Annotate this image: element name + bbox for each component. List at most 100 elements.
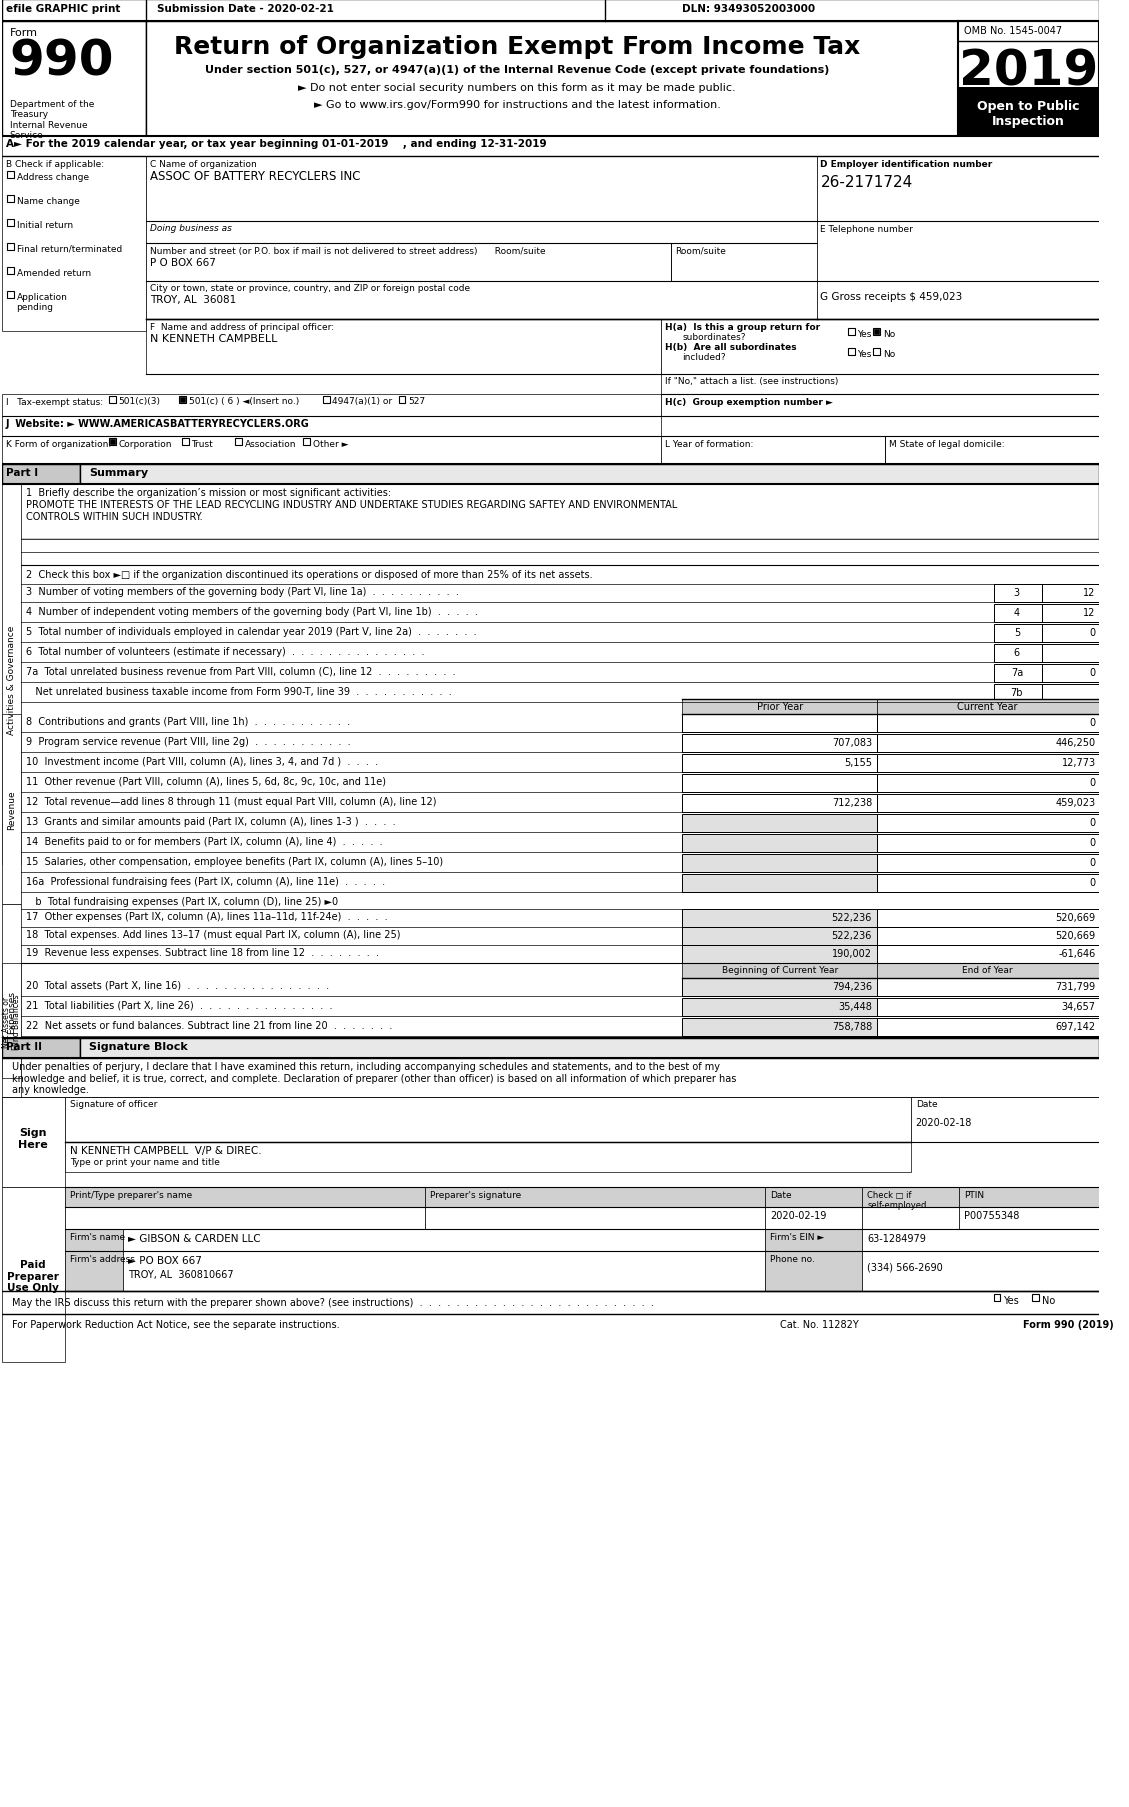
Bar (816, 282, 1100, 320)
Bar (863, 1207, 960, 1229)
Bar (7, 293, 14, 298)
Bar (108, 398, 115, 403)
Text: 3: 3 (1014, 587, 1019, 598)
Text: 10  Investment income (Part VIII, column (A), lines 3, 4, and 7d )  .  .  .  .: 10 Investment income (Part VIII, column … (26, 757, 378, 766)
Text: 21  Total liabilities (Part X, line 26)  .  .  .  .  .  .  .  .  .  .  .  .  .  : 21 Total liabilities (Part X, line 26) .… (26, 1001, 333, 1010)
Bar (682, 855, 877, 873)
Text: L Year of formation:: L Year of formation: (665, 439, 753, 448)
Bar (873, 329, 879, 336)
Text: Prior Year: Prior Year (756, 701, 803, 712)
Bar (877, 927, 1100, 945)
Bar (146, 222, 816, 244)
Text: End of Year: End of Year (962, 965, 1013, 974)
Bar (885, 437, 1100, 464)
Text: Trust: Trust (192, 439, 213, 448)
Text: N KENNETH CAMPBELL  V/P & DIREC.: N KENNETH CAMPBELL V/P & DIREC. (70, 1146, 262, 1155)
Bar (2, 0, 1100, 22)
Bar (2, 157, 146, 332)
Bar (2, 484, 21, 864)
Bar (80, 464, 1100, 484)
Text: Firm's name: Firm's name (70, 1232, 125, 1241)
Text: Preparer's signature: Preparer's signature (430, 1191, 520, 1200)
Text: PTIN: PTIN (964, 1191, 984, 1200)
Text: 0: 0 (1089, 667, 1095, 678)
Text: Yes: Yes (857, 331, 872, 340)
Text: ► GIBSON & CARDEN LLC: ► GIBSON & CARDEN LLC (129, 1234, 261, 1243)
Bar (178, 398, 185, 403)
Bar (2, 137, 1100, 157)
Bar (1042, 685, 1100, 703)
Text: DLN: 93493052003000: DLN: 93493052003000 (682, 4, 815, 14)
Text: Return of Organization Exempt From Income Tax: Return of Organization Exempt From Incom… (174, 34, 860, 60)
Text: 522,236: 522,236 (832, 931, 872, 940)
Text: 446,250: 446,250 (1056, 737, 1095, 748)
Bar (7, 244, 14, 251)
Text: (334) 566-2690: (334) 566-2690 (867, 1261, 943, 1272)
Bar (994, 645, 1042, 663)
Text: 19  Revenue less expenses. Subtract line 18 from line 12  .  .  .  .  .  .  .  .: 19 Revenue less expenses. Subtract line … (26, 947, 379, 958)
Bar (7, 195, 14, 202)
Bar (182, 439, 189, 446)
Text: 697,142: 697,142 (1056, 1021, 1095, 1032)
Text: PROMOTE THE INTERESTS OF THE LEAD RECYCLING INDUSTRY AND UNDERTAKE STUDIES REGAR: PROMOTE THE INTERESTS OF THE LEAD RECYCL… (26, 501, 677, 520)
Text: H(c)  Group exemption number ►: H(c) Group exemption number ► (665, 398, 833, 407)
Bar (2, 1097, 65, 1187)
Bar (671, 244, 816, 282)
Bar (877, 755, 1100, 773)
Bar (863, 1250, 1100, 1292)
Text: 4947(a)(1) or: 4947(a)(1) or (332, 398, 393, 407)
Text: 3  Number of voting members of the governing body (Part VI, line 1a)  .  .  .  .: 3 Number of voting members of the govern… (26, 587, 460, 596)
Text: P00755348: P00755348 (964, 1211, 1019, 1220)
Text: Amended return: Amended return (17, 269, 90, 278)
Text: 35,448: 35,448 (838, 1001, 872, 1012)
Bar (21, 484, 1100, 540)
Text: Print/Type preparer's name: Print/Type preparer's name (70, 1191, 192, 1200)
Text: Application
pending: Application pending (17, 293, 68, 313)
Text: 990: 990 (10, 38, 114, 87)
Bar (682, 1019, 877, 1037)
Text: May the IRS discuss this return with the preparer shown above? (see instructions: May the IRS discuss this return with the… (11, 1297, 654, 1306)
Text: TROY, AL  360810667: TROY, AL 360810667 (129, 1269, 234, 1279)
Text: Part II: Part II (6, 1041, 42, 1052)
Bar (80, 1039, 1100, 1059)
Bar (874, 331, 878, 334)
Bar (682, 755, 877, 773)
Text: Final return/terminated: Final return/terminated (17, 246, 122, 253)
Bar (65, 1097, 911, 1142)
Bar (1042, 625, 1100, 643)
Text: No: No (883, 351, 895, 360)
Text: B Check if applicable:: B Check if applicable: (6, 159, 104, 168)
Text: 2020-02-19: 2020-02-19 (770, 1211, 826, 1220)
Bar (863, 1187, 960, 1207)
Bar (877, 815, 1100, 833)
Bar (877, 875, 1100, 893)
Text: Summary: Summary (89, 468, 149, 477)
Text: 18  Total expenses. Add lines 13–17 (must equal Part IX, column (A), line 25): 18 Total expenses. Add lines 13–17 (must… (26, 929, 401, 940)
Text: Cat. No. 11282Y: Cat. No. 11282Y (780, 1319, 858, 1330)
Text: Net Assets or
Fund Balances: Net Assets or Fund Balances (2, 994, 21, 1050)
Bar (123, 1229, 765, 1250)
Text: 520,669: 520,669 (1056, 931, 1095, 940)
Bar (425, 1207, 765, 1229)
Text: 712,238: 712,238 (832, 797, 872, 808)
Text: Number and street (or P.O. box if mail is not delivered to street address)      : Number and street (or P.O. box if mail i… (150, 248, 545, 257)
Bar (2, 963, 21, 1079)
Text: 63-1284979: 63-1284979 (867, 1234, 926, 1243)
Text: 7b: 7b (1010, 688, 1023, 698)
Text: C Name of organization: C Name of organization (150, 159, 256, 168)
Text: Expenses: Expenses (7, 990, 16, 1034)
Text: H(a)  Is this a group return for: H(a) Is this a group return for (665, 323, 820, 332)
Bar (765, 1250, 863, 1292)
Text: included?: included? (682, 352, 726, 361)
Bar (1042, 605, 1100, 623)
Bar (180, 398, 185, 403)
Text: 501(c)(3): 501(c)(3) (119, 398, 160, 407)
Bar (7, 267, 14, 275)
Text: 12: 12 (1083, 607, 1095, 618)
Text: F  Name and address of principal officer:: F Name and address of principal officer: (150, 323, 334, 332)
Text: 2020-02-18: 2020-02-18 (916, 1117, 972, 1128)
Bar (994, 625, 1042, 643)
Bar (877, 963, 1100, 978)
Bar (877, 909, 1100, 927)
Text: 14  Benefits paid to or for members (Part IX, column (A), line 4)  .  .  .  .  .: 14 Benefits paid to or for members (Part… (26, 837, 383, 846)
